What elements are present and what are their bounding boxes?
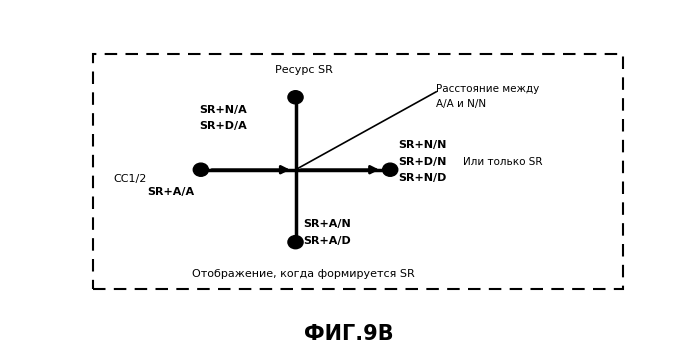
Text: SR+D/A: SR+D/A — [199, 121, 247, 131]
Ellipse shape — [288, 236, 303, 249]
Text: Отображение, когда формируется SR: Отображение, когда формируется SR — [192, 269, 415, 279]
Ellipse shape — [193, 163, 209, 176]
Text: ФИГ.9В: ФИГ.9В — [304, 324, 394, 344]
Text: Ресурс SR: Ресурс SR — [275, 65, 332, 75]
Ellipse shape — [288, 91, 303, 104]
Ellipse shape — [383, 163, 398, 176]
Text: SR+D/N: SR+D/N — [399, 157, 447, 166]
Text: CC1/2: CC1/2 — [114, 174, 147, 184]
Text: Расстояние между: Расстояние между — [436, 84, 540, 94]
Text: SR+N/A: SR+N/A — [199, 105, 247, 115]
Text: SR+N/N: SR+N/N — [399, 140, 447, 150]
Text: SR+A/N: SR+A/N — [304, 219, 351, 229]
Text: А/А и N/N: А/А и N/N — [436, 99, 487, 109]
Text: SR+A/D: SR+A/D — [304, 236, 351, 246]
Text: SR+A/A: SR+A/A — [147, 187, 195, 197]
Text: SR+N/D: SR+N/D — [399, 173, 447, 183]
Text: Или только SR: Или только SR — [463, 157, 543, 166]
Bar — [93, 54, 623, 289]
